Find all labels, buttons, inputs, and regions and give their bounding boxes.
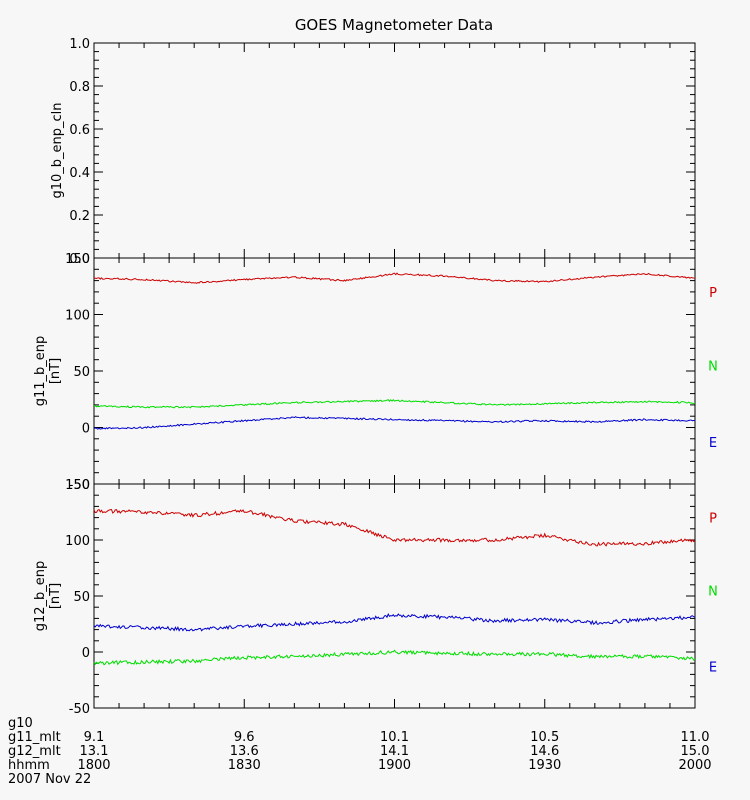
y-tick-label: -50 — [69, 478, 90, 493]
x-tick-label-g11-mlt: 10.1 — [380, 730, 409, 745]
legend-label-e: E — [709, 436, 717, 451]
x-tick-label-g12-mlt: 13.1 — [80, 744, 109, 759]
panel-frame — [93, 257, 696, 485]
legend-label-e: E — [709, 661, 717, 676]
x-tick-label-g11-mlt: 9.1 — [84, 730, 105, 745]
x-tick-label-hhmm: 1900 — [378, 758, 411, 773]
y-tick-label: 0.2 — [69, 209, 90, 224]
x-tick-label-hhmm: 1930 — [528, 758, 561, 773]
series-line-n — [93, 649, 696, 666]
panel-2: -50 0 50 100 150 g12_b_enp [nT] P N E — [33, 478, 718, 717]
y-tick-label: 50 — [73, 365, 90, 380]
y-axis-label: g10_b_enp_cln — [50, 102, 65, 198]
panel-frame — [93, 483, 696, 709]
y-tick-label: 0 — [82, 646, 90, 661]
legend-label-p: P — [709, 512, 717, 527]
x-tick-label-g12-mlt: 15.0 — [681, 744, 710, 759]
legend-label-n: N — [708, 359, 718, 374]
x-tick-label-g12-mlt: 14.6 — [530, 744, 559, 759]
y-axis-label: g12_b_enp — [33, 561, 48, 632]
y-tick-label: 100 — [65, 534, 90, 549]
y-tick-label: 100 — [65, 309, 90, 324]
legend-label-p: P — [709, 286, 717, 301]
x-tick-label-g12-mlt: 13.6 — [230, 744, 259, 759]
y-tick-label: 0.6 — [69, 123, 90, 138]
x-tick-label-g12-mlt: 14.1 — [380, 744, 409, 759]
x-tick-label-g11-mlt: 11.0 — [681, 730, 710, 745]
panel-frame — [93, 42, 696, 259]
x-row-label-g10: g10 — [8, 716, 33, 731]
y-tick-label: 0.0 — [69, 252, 90, 267]
series-line-p — [93, 272, 696, 284]
x-row-label-g11-mlt: g11_mlt — [8, 730, 61, 745]
x-tick-label-g11-mlt: 10.5 — [530, 730, 559, 745]
series-line-n — [93, 399, 696, 409]
y-tick-label: -50 — [69, 702, 90, 717]
x-axis-annotation: g10 g11_mlt g12_mlt hhmm 2007 Nov 22 9.1… — [8, 716, 712, 787]
series-line-e — [93, 613, 696, 632]
y-tick-label: 0.4 — [69, 166, 90, 181]
x-tick-label-hhmm: 1800 — [77, 758, 110, 773]
y-tick-label: 0.8 — [69, 80, 90, 95]
series-line-p — [93, 508, 696, 547]
x-row-label-hhmm: hhmm — [8, 758, 50, 773]
series-line-e — [93, 416, 696, 430]
legend-label-n: N — [708, 584, 718, 599]
x-tick-label-hhmm: 2000 — [678, 758, 711, 773]
x-tick-label-hhmm: 1830 — [228, 758, 261, 773]
y-axis-unit: [nT] — [48, 358, 63, 384]
y-tick-label: 1.0 — [69, 37, 90, 52]
y-tick-label: 50 — [73, 590, 90, 605]
y-tick-label: 150 — [65, 478, 90, 493]
panel-1: -50 0 50 100 150 g11_b_enp [nT] P N E — [33, 252, 718, 493]
chart-title: GOES Magnetometer Data — [295, 16, 493, 34]
y-axis-label: g11_b_enp — [33, 336, 48, 407]
x-tick-label-g11-mlt: 9.6 — [234, 730, 255, 745]
y-tick-label: 150 — [65, 252, 90, 267]
y-tick-label: 0 — [82, 422, 90, 437]
y-axis-unit: [nT] — [48, 583, 63, 609]
panel-0: 0.0 0.2 0.4 0.6 0.8 1.0 g10_b_enp_cln — [50, 37, 696, 267]
x-row-label-g12-mlt: g12_mlt — [8, 744, 61, 759]
date-label: 2007 Nov 22 — [8, 772, 91, 787]
